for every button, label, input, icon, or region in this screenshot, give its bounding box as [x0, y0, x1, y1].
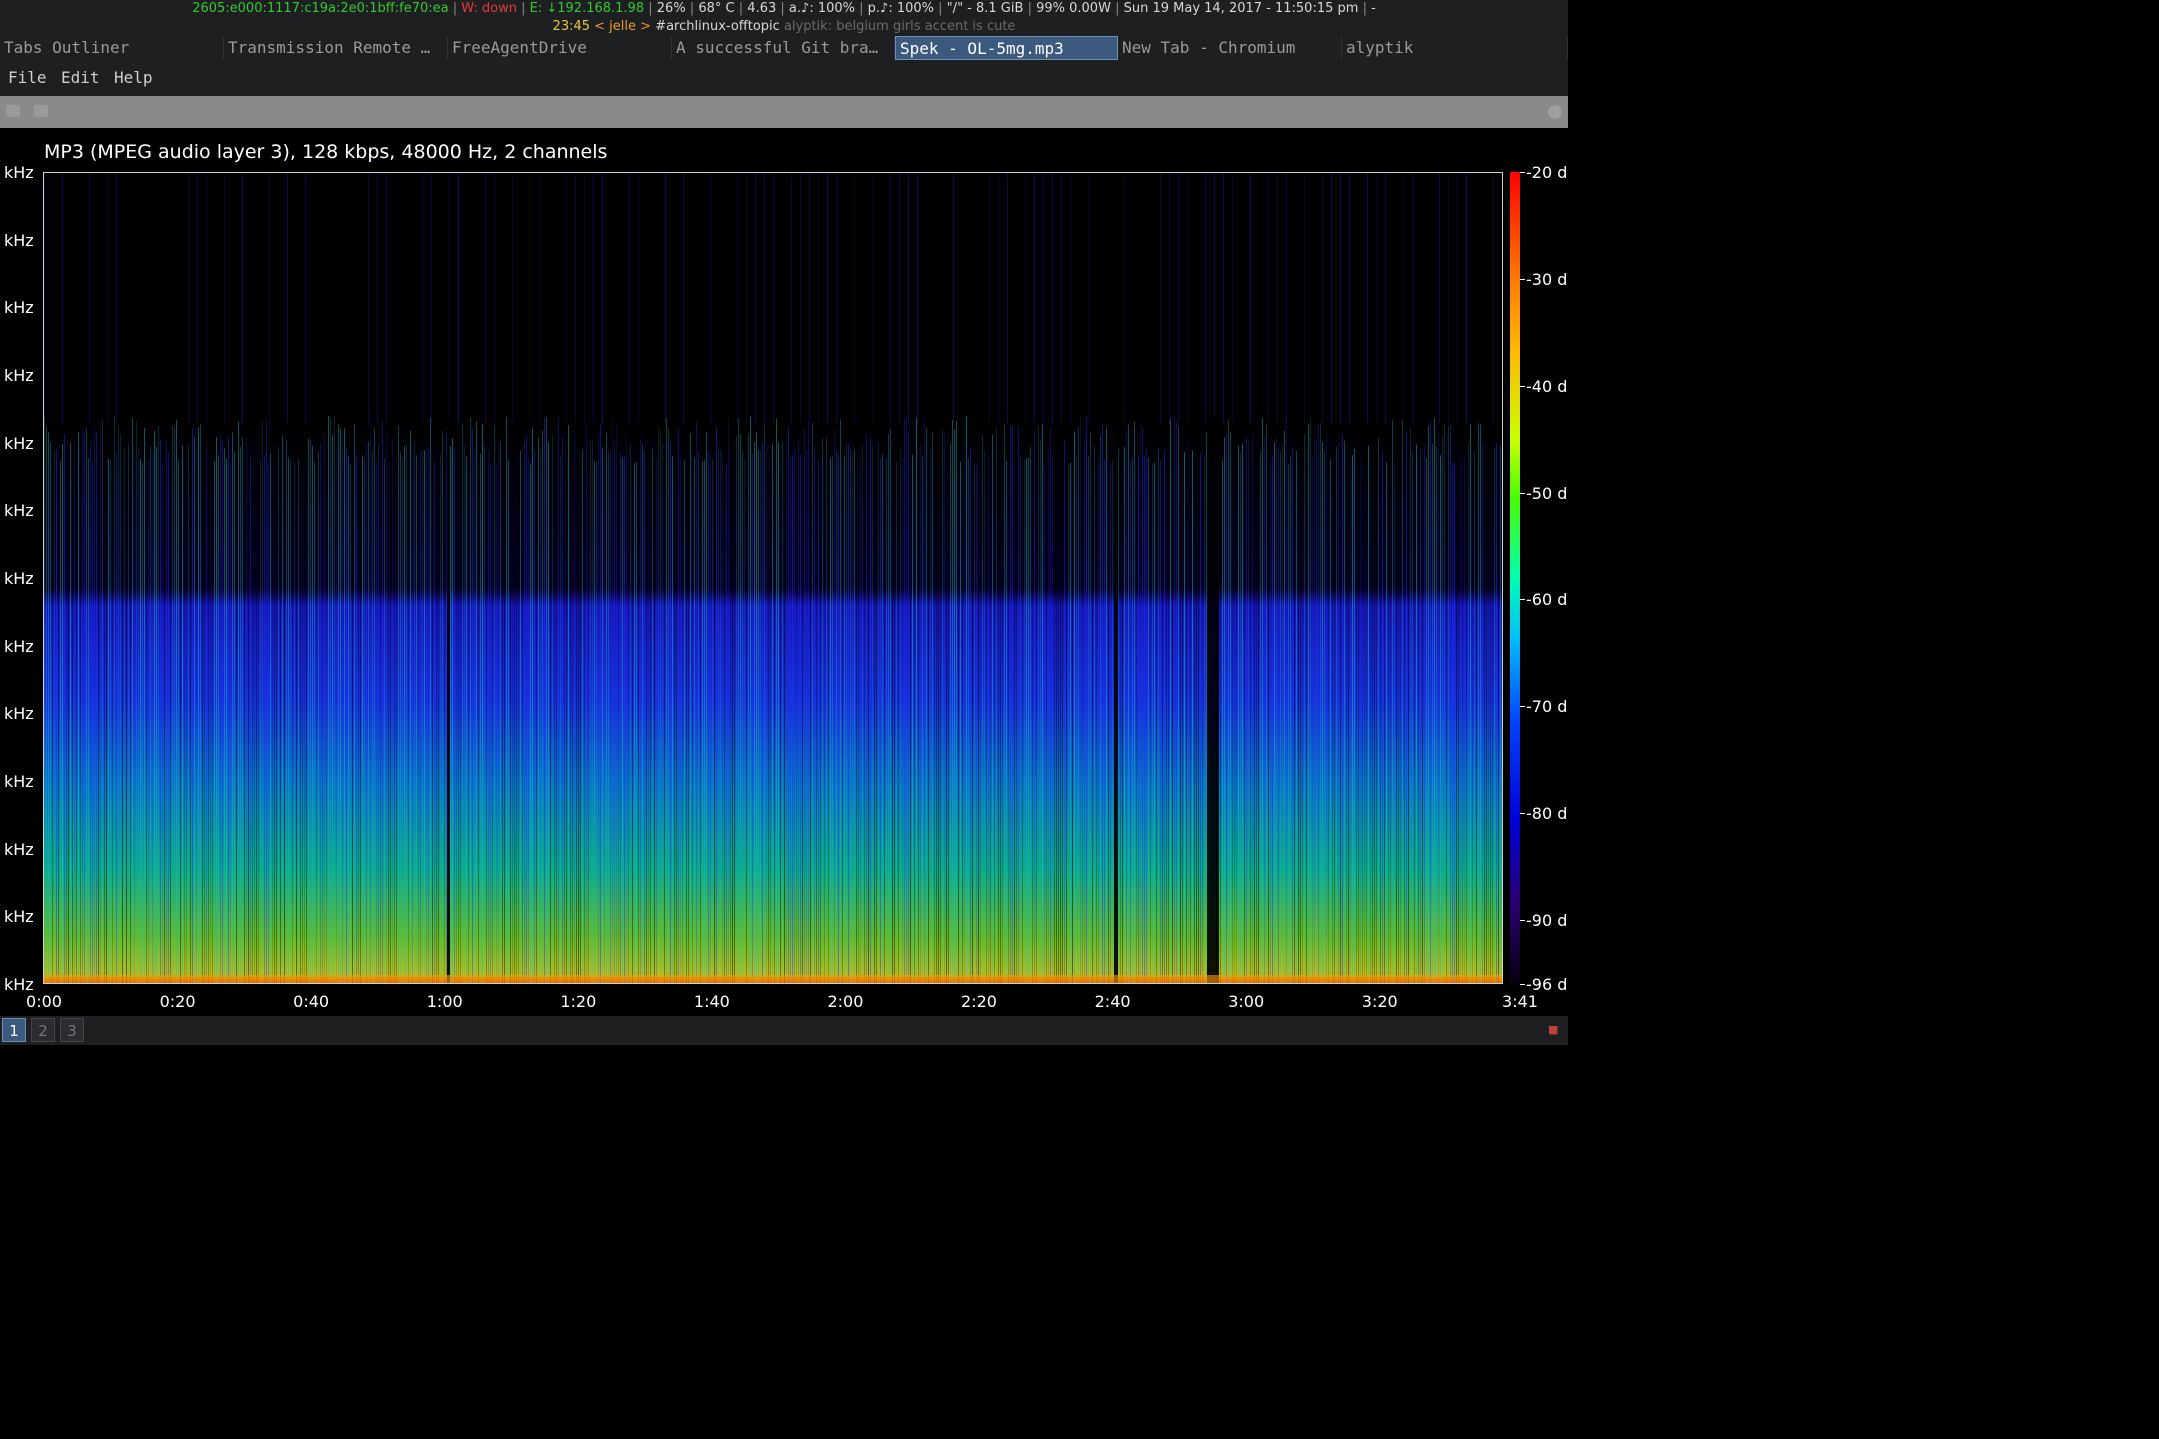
frequency-tick-label: kHz	[4, 704, 34, 724]
irc-channel: #archlinux-offtopic	[655, 19, 780, 34]
separator: |	[689, 1, 695, 16]
file-info: MP3 (MPEG audio layer 3), 128 kbps, 4800…	[44, 141, 608, 163]
time-tick-label: 2:40	[1094, 992, 1131, 1011]
frequency-tick-label: kHz	[4, 366, 34, 385]
tab-git-branching[interactable]: A successful Git bra…	[672, 36, 895, 60]
separator: |	[859, 1, 864, 16]
workspace-2[interactable]: 2	[31, 1018, 55, 1042]
time-tick-label: 1:40	[693, 992, 730, 1011]
status-bar: 2605:e000:1117:c19a:2e0:1bff:fe70:ea | W…	[0, 0, 1568, 36]
separator: |	[452, 1, 458, 16]
db-tick	[1520, 492, 1525, 494]
separator: |	[521, 1, 526, 16]
irc-message: alyptik: belgium girls accent is cute	[783, 19, 1016, 34]
tab-spek[interactable]: Spek - OL-5mg.mp3	[895, 36, 1118, 60]
time-tick-label: 0:00	[26, 992, 62, 1011]
db-tick-label: -96 d	[1526, 975, 1568, 994]
spectrogram-view: MP3 (MPEG audio layer 3), 128 kbps, 4800…	[0, 128, 1568, 1016]
db-tick-label: -30 d	[1526, 270, 1568, 290]
tab-new-tab-chromium[interactable]: New Tab - Chromium	[1118, 36, 1342, 60]
tab-freeagentdrive[interactable]: FreeAgentDrive	[448, 36, 672, 60]
irc-nick: < jelle >	[594, 19, 652, 34]
frequency-tick-label: kHz	[4, 907, 34, 927]
frequency-tick-label: kHz	[4, 501, 34, 521]
db-tick	[1520, 599, 1525, 601]
menu-edit[interactable]: Edit	[61, 68, 100, 87]
db-tick-label: -60 d	[1526, 590, 1568, 610]
time-tick-label: 3:41	[1502, 992, 1538, 1011]
db-tick	[1520, 813, 1525, 815]
save-icon[interactable]	[34, 105, 48, 117]
clock: Sun 19 May 14, 2017 - 11:50:15 pm	[1123, 1, 1359, 16]
frequency-tick-label: kHz	[4, 975, 34, 994]
irc-time: 23:45	[552, 19, 591, 34]
battery-status: 99% 0.00W	[1036, 1, 1111, 16]
separator: |	[648, 1, 653, 16]
wifi-status: W: down	[461, 1, 517, 16]
frequency-tick-label: kHz	[4, 772, 34, 791]
db-color-scale	[1510, 172, 1520, 984]
tab-tabs-outliner[interactable]: Tabs Outliner	[0, 36, 224, 60]
menu-bar: File Edit Help	[0, 60, 1568, 96]
frequency-tick-label: kHz	[4, 298, 34, 318]
window-tab-bar: Tabs Outliner Transmission Remote … Free…	[0, 36, 1568, 60]
separator: |	[1115, 1, 1120, 16]
irc-line: 23:45 < jelle > #archlinux-offtopic alyp…	[0, 18, 1568, 36]
tab-transmission-remote[interactable]: Transmission Remote …	[224, 36, 448, 60]
menu-file[interactable]: File	[8, 68, 47, 87]
spectrogram-image	[44, 173, 1502, 983]
ethernet-status: E: ↓192.168.1.98	[529, 1, 645, 16]
frequency-tick-label: kHz	[4, 433, 34, 453]
frequency-tick-label: kHz	[4, 163, 34, 182]
workspace-bar: 1 2 3 ■	[0, 1016, 1568, 1045]
db-tick	[1520, 279, 1525, 281]
cpu-usage: 26%	[656, 1, 686, 16]
db-tick	[1520, 984, 1525, 985]
workspace-3[interactable]: 3	[60, 1018, 84, 1042]
menu-help[interactable]: Help	[114, 68, 153, 87]
time-tick-label: 1:20	[560, 992, 597, 1011]
time-tick-label: 3:00	[1228, 992, 1265, 1011]
db-tick	[1520, 706, 1525, 708]
status-line: 2605:e000:1117:c19a:2e0:1bff:fe70:ea | W…	[0, 0, 1568, 18]
workspace-1[interactable]: 1	[2, 1018, 26, 1042]
db-tick	[1520, 385, 1525, 387]
ipv6-address: 2605:e000:1117:c19a:2e0:1bff:fe70:ea	[192, 1, 449, 16]
separator: |	[780, 1, 785, 16]
status-trailing: -	[1371, 1, 1376, 16]
time-tick-label: 2:20	[961, 992, 997, 1011]
separator: |	[1027, 1, 1032, 16]
tab-alyptik[interactable]: alyptik	[1342, 36, 1568, 60]
db-tick-label: -20 d	[1526, 163, 1568, 182]
db-tick-label: -50 d	[1526, 483, 1568, 503]
time-tick-label: 0:40	[293, 992, 330, 1011]
settings-icon[interactable]	[1548, 105, 1562, 119]
db-tick	[1520, 919, 1525, 921]
disk-free: "/" - 8.1 GiB	[946, 1, 1024, 16]
frequency-tick-label: kHz	[4, 636, 34, 656]
pulse-volume: p.♪: 100%	[867, 1, 935, 16]
db-tick-label: -40 d	[1526, 376, 1568, 396]
time-tick-label: 0:20	[159, 992, 196, 1011]
time-tick-label: 1:00	[426, 992, 463, 1011]
db-tick-label: -70 d	[1526, 697, 1568, 717]
time-tick-label: 3:20	[1361, 992, 1398, 1011]
open-file-icon[interactable]	[6, 105, 20, 117]
db-tick-label: -80 d	[1526, 804, 1568, 824]
cpu-temp: 68° C	[698, 1, 735, 16]
time-tick-label: 2:00	[827, 992, 864, 1011]
separator: |	[738, 1, 744, 16]
db-tick	[1520, 172, 1525, 173]
load-average: 4.63	[747, 1, 777, 16]
separator: |	[938, 1, 943, 16]
frequency-tick-label: kHz	[4, 230, 34, 250]
separator: |	[1362, 1, 1367, 16]
frequency-tick-label: kHz	[4, 569, 34, 588]
db-tick-label: -90 d	[1526, 910, 1568, 930]
toolbar	[0, 96, 1568, 128]
spectrogram-plot	[43, 172, 1503, 984]
tray-icon[interactable]: ■	[1548, 1023, 1559, 1036]
frequency-tick-label: kHz	[4, 839, 34, 859]
audio-volume: a.♪: 100%	[788, 1, 855, 16]
